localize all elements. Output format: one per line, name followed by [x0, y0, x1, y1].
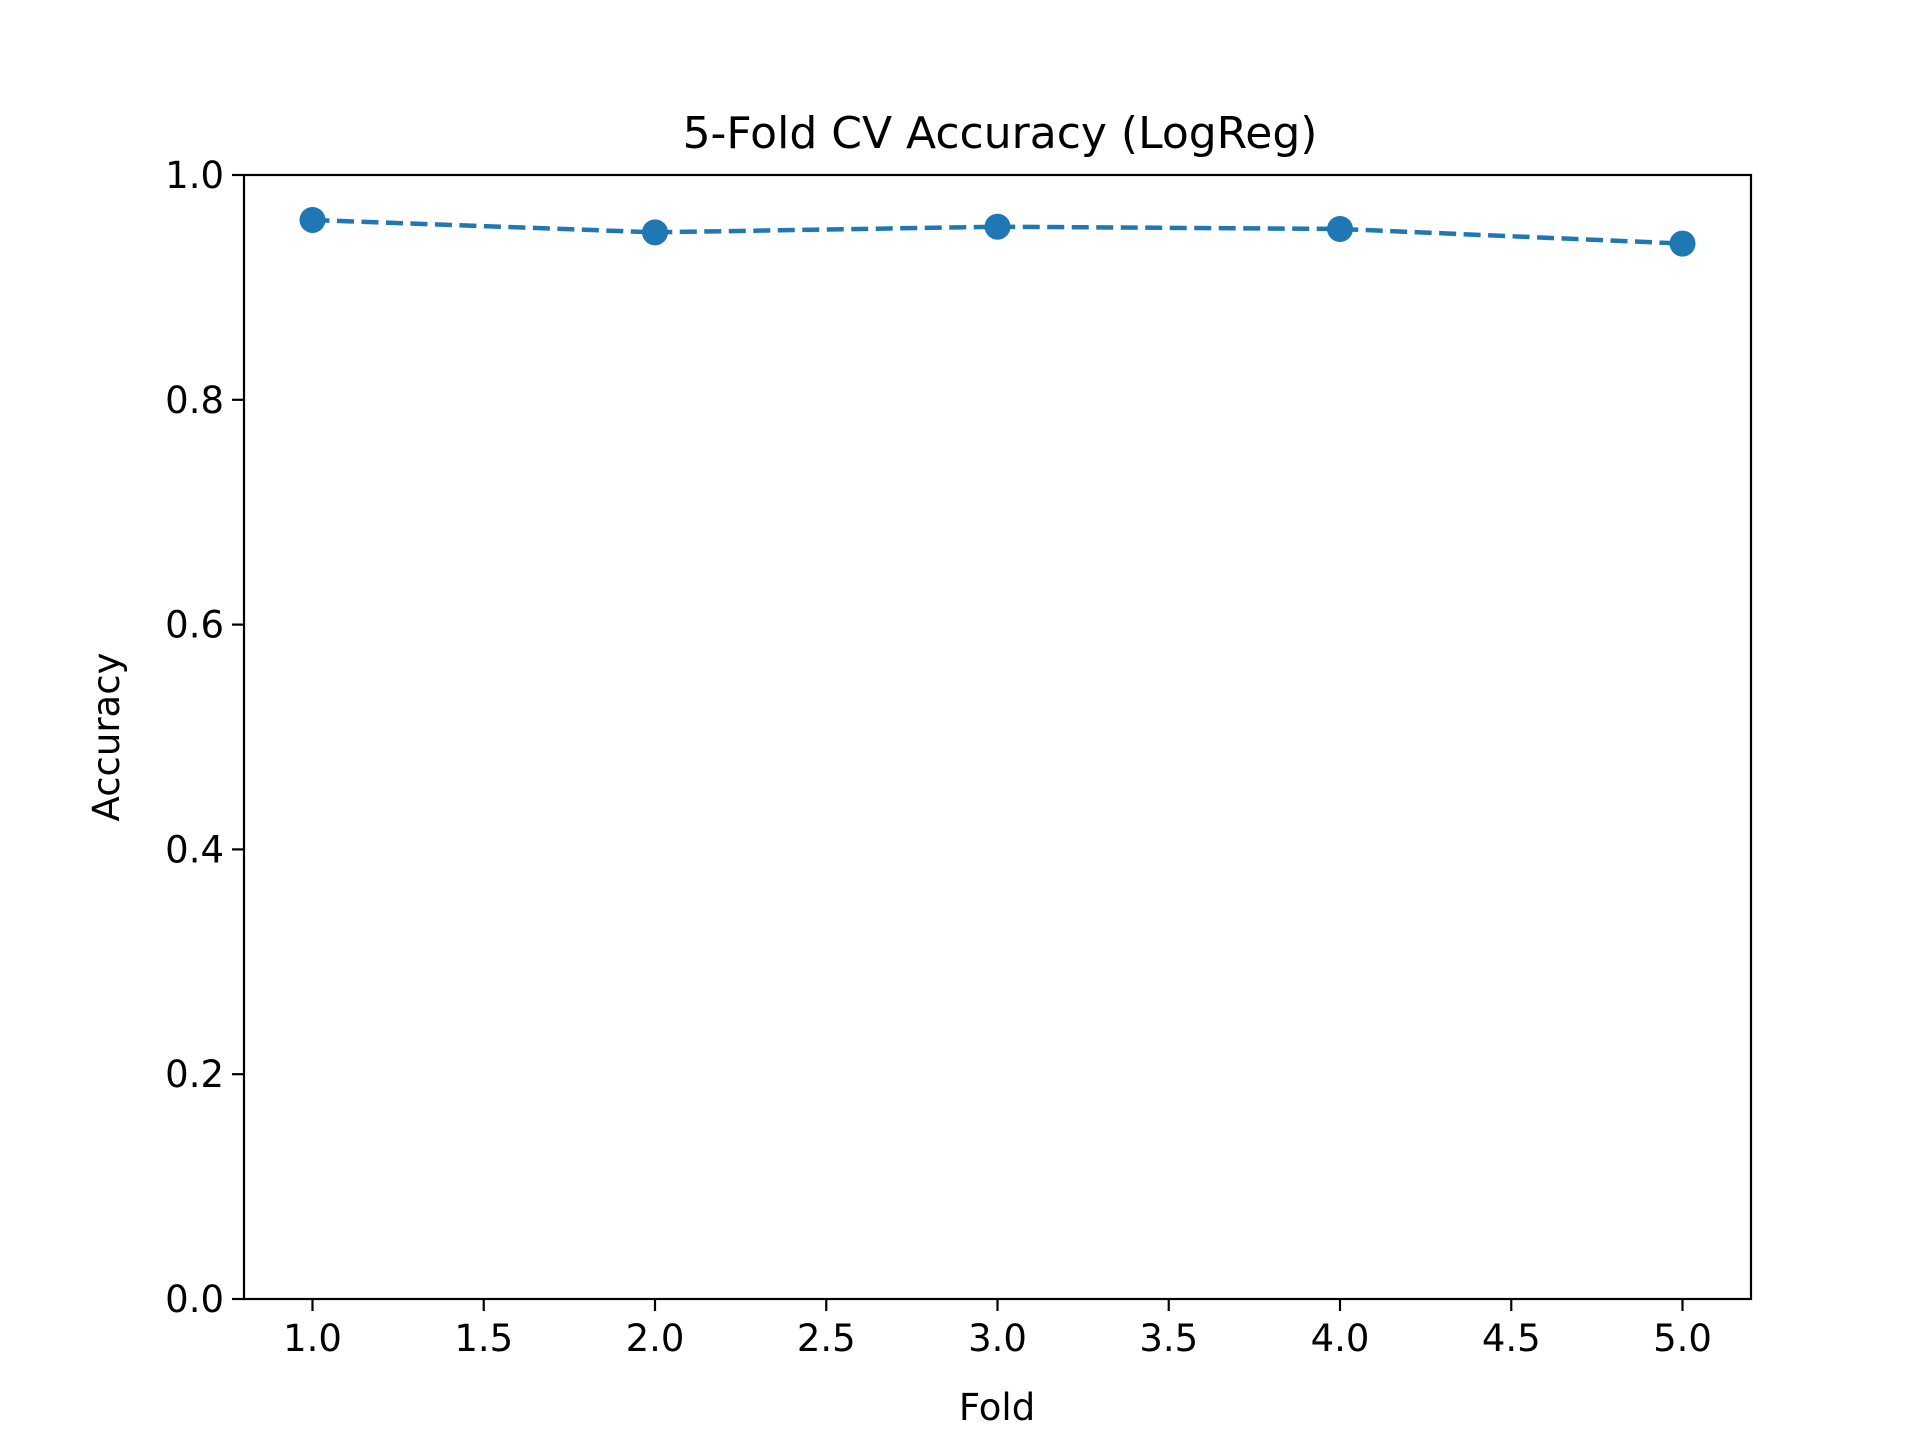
y-tick-label: 0.2	[165, 1053, 224, 1096]
x-tick-label: 3.5	[1139, 1317, 1198, 1360]
chart-title: 5-Fold CV Accuracy (LogReg)	[683, 108, 1318, 159]
plot-frame	[242, 173, 1753, 1301]
x-tick-label: 2.0	[626, 1317, 685, 1360]
y-axis-title: Accuracy	[85, 653, 128, 822]
x-axis-title: Fold	[959, 1386, 1035, 1429]
data-point	[1669, 230, 1696, 257]
data-point	[642, 219, 668, 246]
data-point	[299, 206, 326, 233]
x-tick-label: 1.0	[283, 1317, 342, 1360]
plot-area	[299, 206, 1696, 257]
x-tick-label: 2.5	[797, 1317, 856, 1360]
y-tick-label: 0.0	[165, 1278, 224, 1321]
data-point	[984, 213, 1011, 240]
x-axis: 1.0 1.5 2.0 2.5 3.0 3.5 4.0 4.5 5.0	[283, 1299, 1712, 1360]
y-tick-label: 0.4	[165, 828, 224, 871]
x-tick-label: 4.0	[1311, 1317, 1370, 1360]
y-tick-label: 0.6	[165, 604, 224, 647]
x-tick-label: 3.0	[968, 1317, 1027, 1360]
x-tick-label: 1.5	[454, 1317, 513, 1360]
y-tick-label: 1.0	[165, 154, 224, 197]
x-tick-label: 5.0	[1653, 1317, 1712, 1360]
x-tick-label: 4.5	[1482, 1317, 1541, 1360]
y-tick-label: 0.8	[165, 379, 224, 422]
data-point	[1327, 215, 1353, 242]
y-axis: 0.0 0.2 0.4 0.6 0.8 1.0	[165, 154, 244, 1321]
series-line	[312, 217, 1683, 246]
